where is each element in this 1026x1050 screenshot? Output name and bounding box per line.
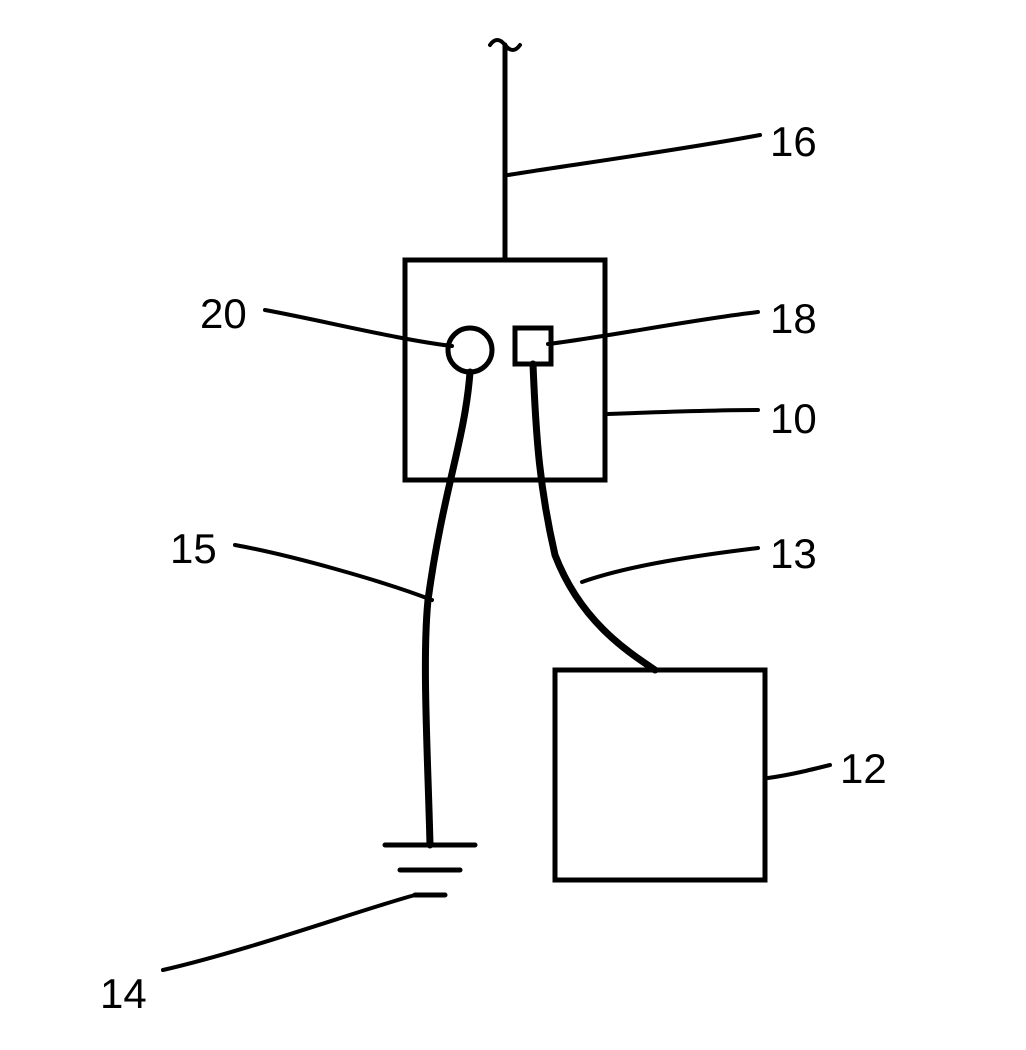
label-20: 20 — [200, 290, 247, 338]
label-18: 18 — [770, 295, 817, 343]
label-14: 14 — [100, 970, 147, 1018]
label-10: 10 — [770, 395, 817, 443]
schematic-svg — [0, 0, 1026, 1050]
label-12: 12 — [840, 745, 887, 793]
label-13: 13 — [770, 530, 817, 578]
label-15: 15 — [170, 525, 217, 573]
label-16: 16 — [770, 118, 817, 166]
